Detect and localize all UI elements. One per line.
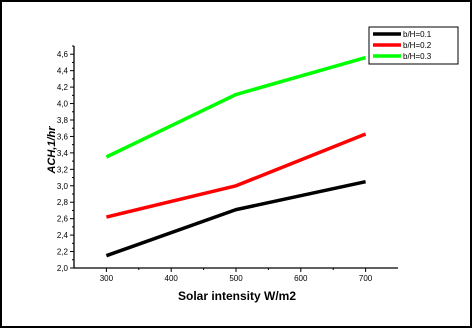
y-tick-label: 2,2: [57, 248, 69, 257]
x-axis-label: Solar intensity W/m2: [178, 289, 296, 303]
axes: [73, 46, 398, 269]
y-tick-label: 2,0: [57, 264, 69, 273]
y-axis-label: ACH,1/hr: [46, 126, 58, 175]
y-tick-label: 2,6: [57, 215, 69, 224]
y-tick-label: 3,2: [57, 165, 69, 174]
y-tick-label: 4,2: [57, 83, 69, 92]
y-tick-label: 3,4: [57, 149, 69, 158]
legend: b/H=0.1 b/H=0.2 b/H=0.3: [368, 26, 459, 65]
y-tick-label: 4,0: [57, 100, 69, 109]
plot-area: 300 400 500 600 700 2,0 2,2 2,4 2,6 2,8 3,0 3,2 3,4 3…: [57, 45, 398, 283]
y-tick-label: 3,6: [57, 132, 69, 141]
y-tick-label: 4,4: [57, 67, 69, 76]
legend-label: b/H=0.3: [403, 52, 432, 61]
series-line-b/H=0.1: [105, 179, 366, 258]
y-tick-label: 2,8: [57, 198, 69, 207]
y-tick-label: 3,0: [57, 182, 69, 191]
legend-label: b/H=0.2: [403, 41, 432, 50]
x-tick-label: 500: [229, 274, 243, 283]
legend-label: b/H=0.1: [403, 30, 432, 39]
series-line-b/H=0.3: [105, 55, 367, 159]
x-tick-label: 400: [165, 274, 179, 283]
y-tick-label: 2,4: [57, 231, 69, 240]
y-tick-label: 4,6: [57, 50, 69, 59]
x-tick-label: 600: [294, 274, 308, 283]
x-tick-label: 300: [100, 274, 114, 283]
x-tick-label: 700: [359, 274, 373, 283]
series-line-b/H=0.2: [105, 132, 367, 219]
y-tick-label: 3,8: [57, 116, 69, 125]
